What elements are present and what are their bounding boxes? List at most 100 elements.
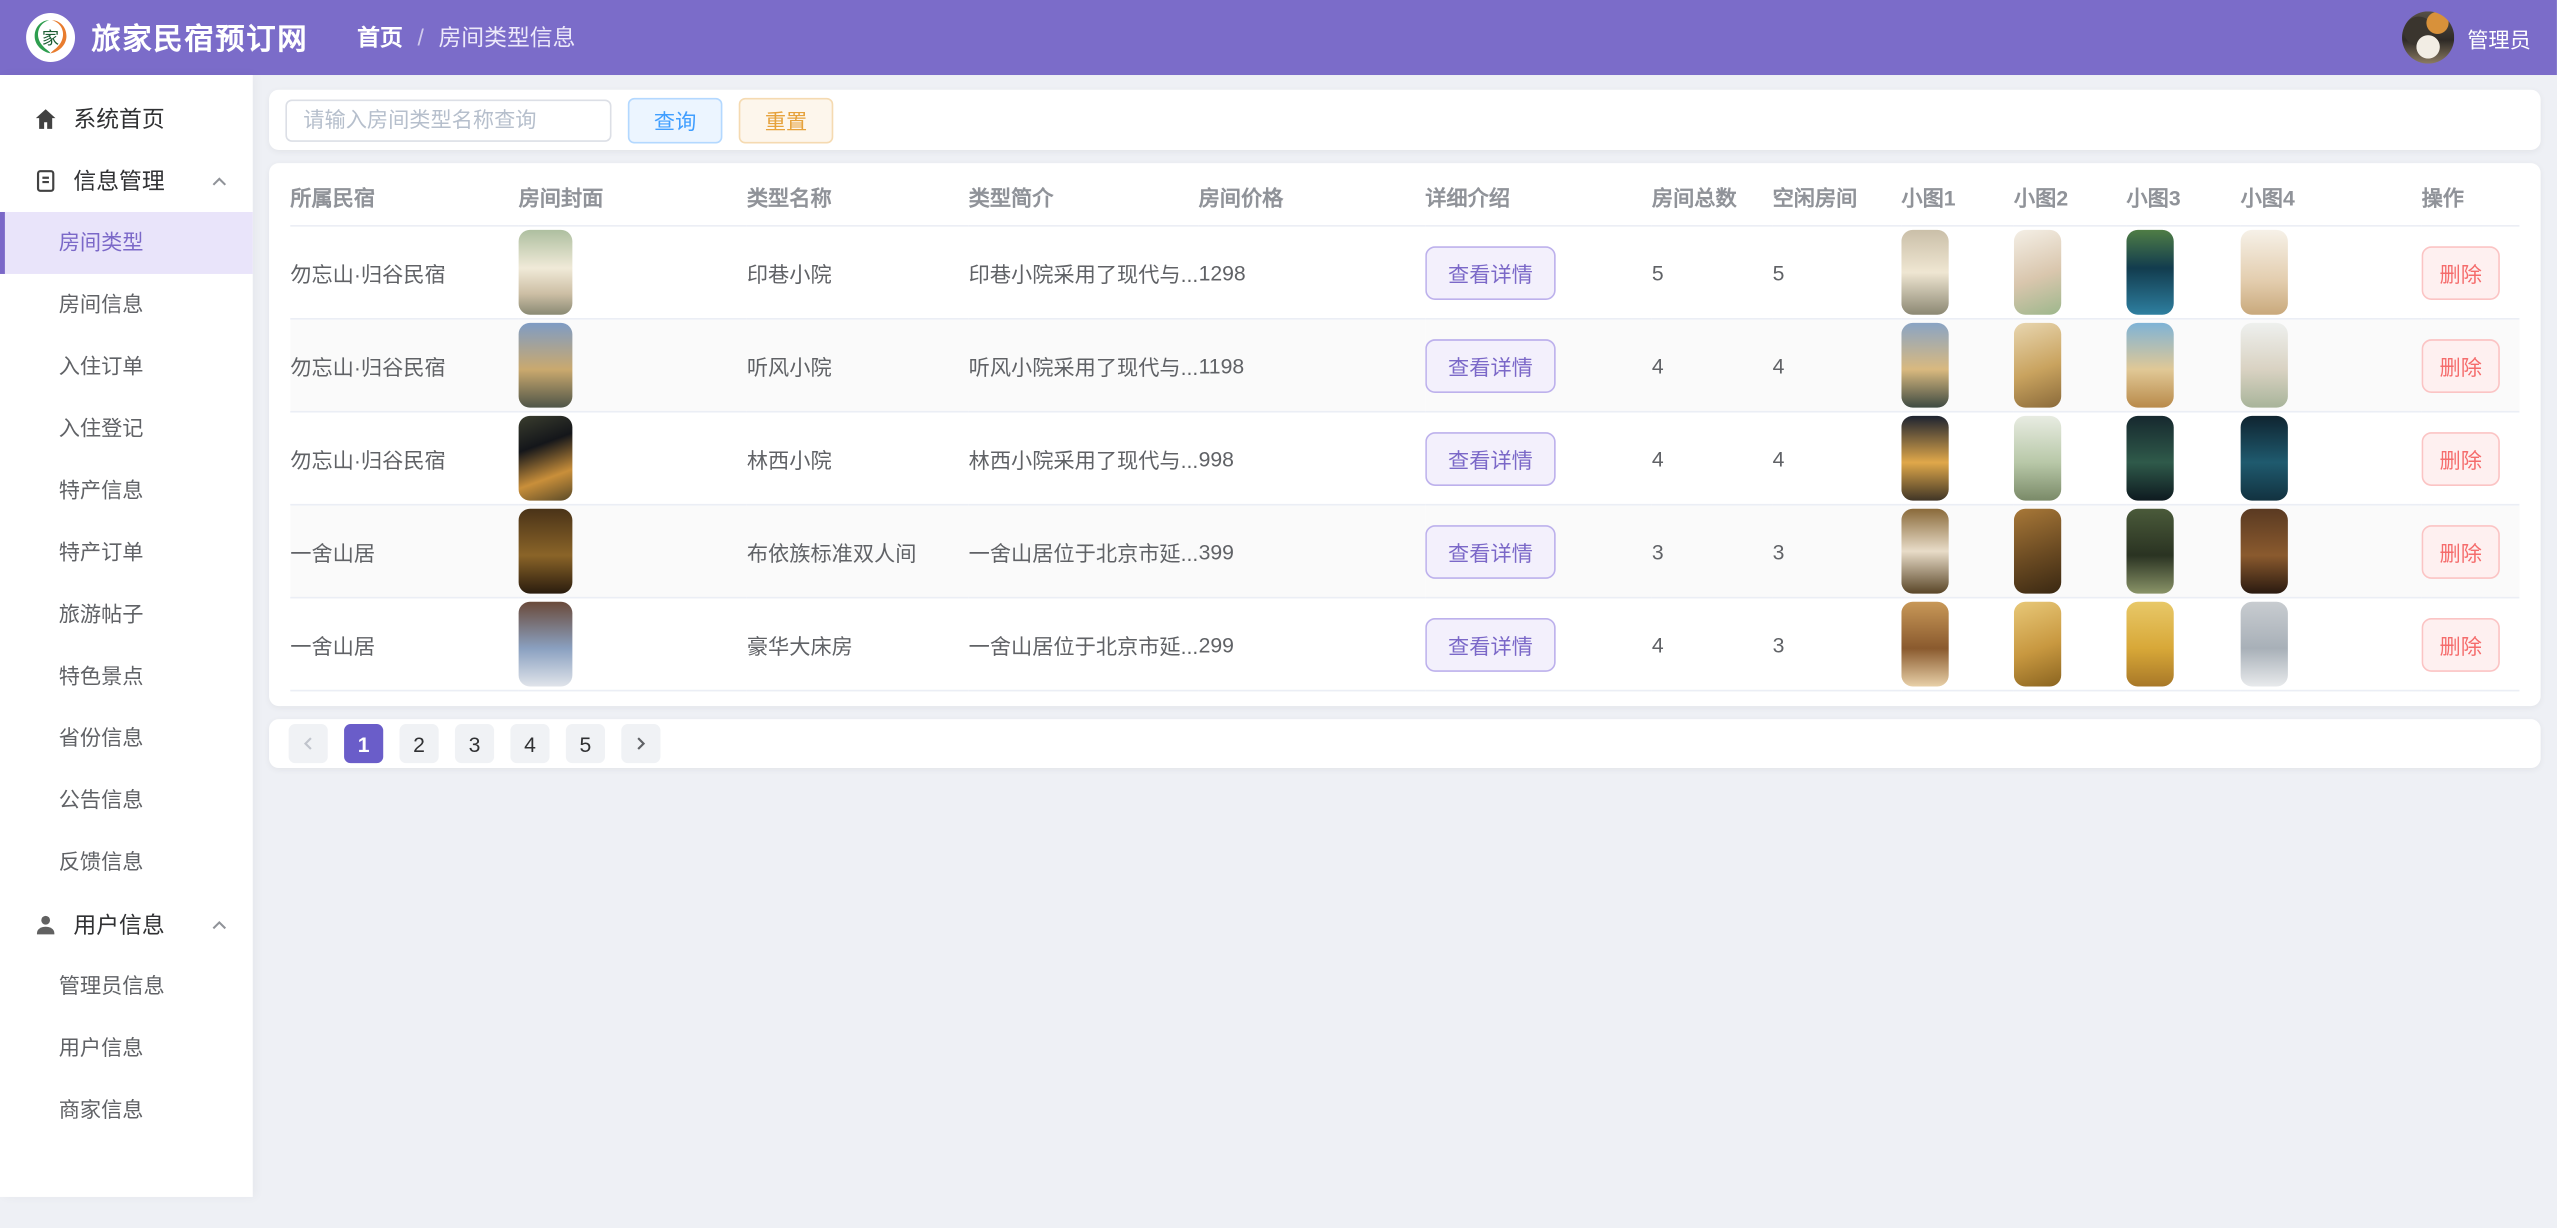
col-price: 房间价格 [1198,166,1426,227]
user-menu[interactable]: 管理员 [2401,11,2531,64]
sidebar-item-user-info[interactable]: 用户信息 [58,1035,144,1060]
room-type-table: 所属民宿 房间封面 类型名称 类型简介 房间价格 详细介绍 房间总数 空闲房间 … [290,166,2520,692]
delete-button[interactable]: 删除 [2421,245,2500,300]
cell-type-name: 印巷小院 [746,225,969,320]
room-cover-image [518,508,573,594]
cell-free-rooms: 5 [1772,225,1902,320]
breadcrumb: 首页 / 房间类型信息 [357,21,575,54]
page-button-5[interactable]: 5 [565,724,605,764]
cell-free-rooms: 3 [1772,504,1902,599]
svg-text:家: 家 [42,28,59,48]
sidebar-group-info-management[interactable]: 信息管理 [0,150,253,212]
search-input[interactable] [285,98,612,142]
col-total-rooms: 房间总数 [1651,166,1773,227]
sidebar-item-checkin-order[interactable]: 入住订单 [58,353,144,379]
cell-homestay: 勿忘山·归谷民宿 [290,318,519,413]
view-detail-button[interactable]: 查看详情 [1425,431,1556,486]
cell-price: 998 [1198,411,1426,506]
view-detail-button[interactable]: 查看详情 [1425,338,1556,393]
breadcrumb-home-link[interactable]: 首页 [357,24,403,51]
sidebar-item-room-type[interactable]: 房间类型 [0,211,253,274]
sidebar-item-travel-posts[interactable]: 旅游帖子 [58,601,144,627]
sidebar-item-checkin-register[interactable]: 入住登记 [58,415,144,441]
query-button[interactable]: 查询 [627,97,723,143]
thumbnail-image-4 [2240,229,2288,315]
cell-homestay: 勿忘山·归谷民宿 [290,225,519,320]
sidebar-item-system-home[interactable]: 系统首页 [0,88,253,150]
col-cover: 房间封面 [518,166,747,227]
view-detail-button[interactable]: 查看详情 [1425,245,1556,300]
room-cover-image [518,415,573,501]
sidebar-item-merchant-info[interactable]: 商家信息 [58,1097,144,1122]
cell-homestay: 勿忘山·归谷民宿 [290,411,519,506]
thumbnail-image-1 [1901,229,1949,315]
table-row: 勿忘山·归谷民宿 印巷小院 印巷小院采用了现代与... 1298 查看详情 5 … [290,225,2520,320]
view-detail-button[interactable]: 查看详情 [1425,617,1556,672]
cell-total-rooms: 4 [1651,411,1773,506]
cell-total-rooms: 3 [1651,504,1773,599]
cell-brief: 一舍山居位于北京市延... [968,504,1199,599]
thumbnail-image-2 [2013,415,2062,501]
room-cover-image [518,229,573,315]
sidebar-item-province-info[interactable]: 省份信息 [58,725,144,751]
user-icon [33,912,59,938]
page-button-1[interactable]: 1 [344,724,384,764]
page-button-3[interactable]: 3 [454,724,495,764]
cell-brief: 一舍山居位于北京市延... [968,597,1199,692]
breadcrumb-current: 房间类型信息 [438,24,576,51]
sidebar-item-notice-info[interactable]: 公告信息 [58,787,144,813]
cell-homestay: 一舍山居 [290,597,519,692]
sidebar-item-admin-info[interactable]: 管理员信息 [58,973,165,998]
home-icon [33,106,59,132]
room-cover-image [518,322,573,408]
cell-type-name: 林西小院 [746,411,969,506]
next-page-button[interactable] [621,724,661,764]
thumbnail-image-3 [2126,601,2174,687]
sidebar-group-user-info[interactable]: 用户信息 [0,894,253,956]
sidebar-item-room-info[interactable]: 房间信息 [58,291,144,317]
page-button-2[interactable]: 2 [399,724,439,764]
thumbnail-image-2 [2013,322,2062,408]
thumbnail-image-1 [1901,508,1949,594]
table-row: 勿忘山·归谷民宿 林西小院 林西小院采用了现代与... 998 查看详情 4 4 [290,411,2520,506]
thumbnail-image-3 [2126,322,2174,408]
cell-price: 1298 [1198,225,1426,320]
prev-page-button[interactable] [288,724,328,764]
col-free-rooms: 空闲房间 [1772,166,1902,227]
cell-free-rooms: 3 [1772,597,1902,692]
view-detail-button[interactable]: 查看详情 [1425,524,1556,579]
col-detail: 详细介绍 [1425,166,1652,227]
table-row: 一舍山居 布依族标准双人间 一舍山居位于北京市延... 399 查看详情 3 3 [290,504,2520,599]
cell-total-rooms: 4 [1651,597,1773,692]
delete-button[interactable]: 删除 [2421,431,2500,486]
cell-price: 299 [1198,597,1426,692]
thumbnail-image-1 [1901,601,1949,687]
page-button-4[interactable]: 4 [510,724,550,764]
document-icon [33,168,59,194]
thumbnail-image-4 [2240,415,2288,501]
room-type-table-card: 所属民宿 房间封面 类型名称 类型简介 房间价格 详细介绍 房间总数 空闲房间 … [269,163,2541,707]
sidebar-item-specialty-order[interactable]: 特产订单 [58,539,144,565]
user-avatar[interactable] [2401,11,2455,64]
cell-type-name: 豪华大床房 [746,597,969,692]
col-type-name: 类型名称 [746,166,969,227]
delete-button[interactable]: 删除 [2421,338,2500,393]
cell-price: 1198 [1198,318,1426,413]
sidebar-item-specialty-info[interactable]: 特产信息 [58,477,144,503]
table-row: 勿忘山·归谷民宿 听风小院 听风小院采用了现代与... 1198 查看详情 4 … [290,318,2520,413]
app-logo-icon: 家 [26,13,76,62]
col-thumb4: 小图4 [2240,166,2422,227]
room-cover-image [518,601,573,687]
col-thumb3: 小图3 [2126,166,2241,227]
thumbnail-image-4 [2240,322,2288,408]
cell-total-rooms: 4 [1651,318,1773,413]
delete-button[interactable]: 删除 [2421,524,2500,579]
breadcrumb-separator: / [417,24,424,51]
thumbnail-image-1 [1901,415,1949,501]
delete-button[interactable]: 删除 [2421,617,2500,672]
sidebar-item-feedback-info[interactable]: 反馈信息 [58,849,144,875]
sidebar-group-label: 信息管理 [73,167,165,195]
reset-button[interactable]: 重置 [738,97,834,143]
sidebar-item-scenic-spots[interactable]: 特色景点 [58,663,144,689]
